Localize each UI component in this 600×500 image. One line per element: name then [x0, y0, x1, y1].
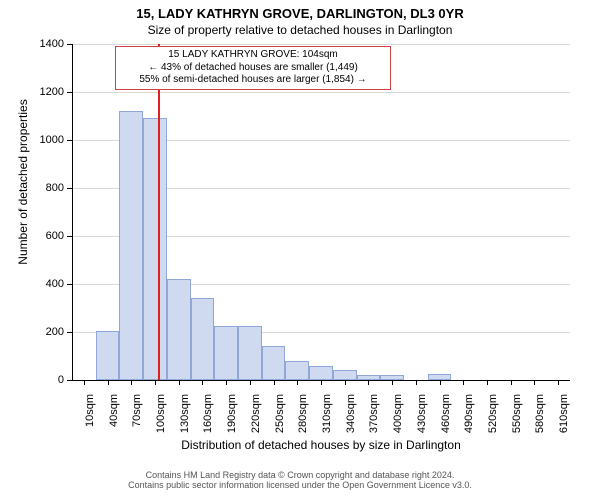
x-axis: [72, 380, 570, 381]
info-line-2: ← 43% of detached houses are smaller (1,…: [122, 62, 384, 75]
info-line-3: 55% of semi-detached houses are larger (…: [122, 74, 384, 87]
footer-line-1: Contains HM Land Registry data © Crown c…: [0, 470, 600, 480]
y-tick-label: 1200: [24, 86, 64, 98]
histogram-bar: [262, 346, 286, 380]
histogram-plot: 020040060080010001200140010sqm40sqm70sqm…: [72, 44, 570, 380]
y-axis-label: Number of detached properties: [16, 52, 30, 312]
y-tick-label: 200: [24, 326, 64, 338]
x-axis-label: Distribution of detached houses by size …: [72, 438, 570, 452]
y-axis: [72, 44, 73, 380]
footer-line-2: Contains public sector information licen…: [0, 480, 600, 490]
histogram-bar: [333, 370, 357, 380]
histogram-bar: [167, 279, 191, 380]
y-tick-label: 800: [24, 182, 64, 194]
property-info-box: 15 LADY KATHRYN GROVE: 104sqm ← 43% of d…: [115, 46, 391, 90]
histogram-bar: [119, 111, 143, 380]
histogram-bar: [143, 118, 167, 380]
histogram-bar: [238, 326, 262, 380]
property-size-marker: [158, 44, 160, 380]
gridline: [72, 92, 570, 93]
y-tick-label: 400: [24, 278, 64, 290]
y-tick-label: 600: [24, 230, 64, 242]
histogram-bar: [214, 326, 238, 380]
y-tick-label: 0: [24, 374, 64, 386]
info-line-1: 15 LADY KATHRYN GROVE: 104sqm: [122, 49, 384, 62]
histogram-bar: [96, 331, 120, 380]
y-tick-label: 1000: [24, 134, 64, 146]
page-title: 15, LADY KATHRYN GROVE, DARLINGTON, DL3 …: [0, 0, 600, 21]
histogram-bar: [191, 298, 215, 380]
y-tick-label: 1400: [24, 38, 64, 50]
gridline: [72, 44, 570, 45]
attribution-footer: Contains HM Land Registry data © Crown c…: [0, 470, 600, 490]
histogram-bar: [309, 366, 333, 380]
histogram-bar: [285, 361, 309, 380]
page-subtitle: Size of property relative to detached ho…: [0, 21, 600, 37]
